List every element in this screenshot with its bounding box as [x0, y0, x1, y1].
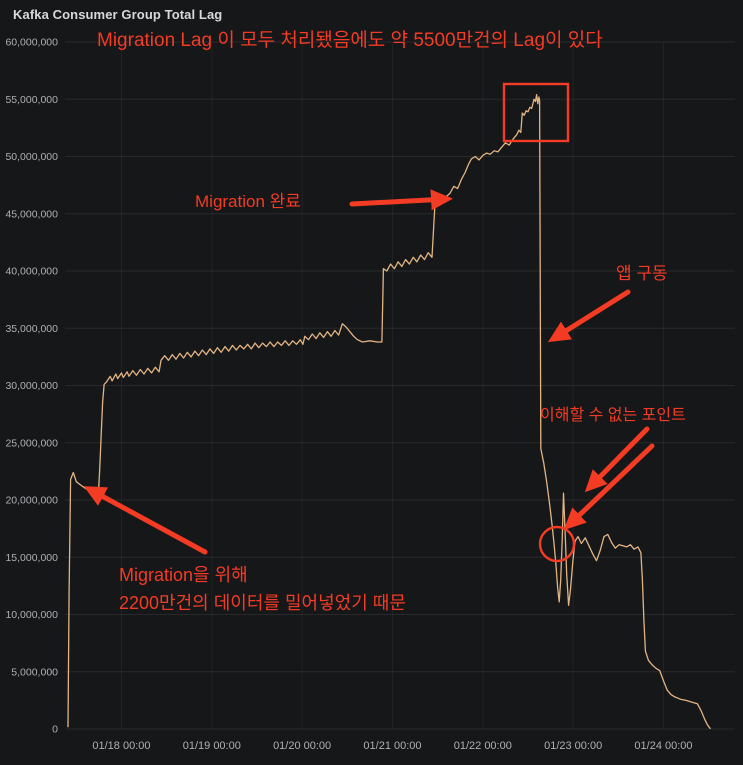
x-tick-label: 01/23 00:00: [544, 740, 602, 752]
y-tick-label: 20,000,000: [5, 495, 58, 507]
x-tick-label: 01/20 00:00: [273, 740, 331, 752]
y-tick-label: 45,000,000: [5, 208, 58, 220]
peak-highlight-box: [502, 82, 570, 143]
y-tick-label: 10,000,000: [5, 609, 58, 621]
annotation-arrow: [547, 289, 631, 343]
x-tick-label: 01/24 00:00: [634, 740, 692, 752]
y-tick-label: 60,000,000: [5, 37, 58, 49]
panel-title: Kafka Consumer Group Total Lag: [13, 7, 223, 22]
annotation-arrow: [349, 189, 453, 211]
y-tick-label: 30,000,000: [5, 380, 58, 392]
annotation-arrow: [83, 486, 208, 555]
y-tick-label: 25,000,000: [5, 437, 58, 449]
x-tick-label: 01/19 00:00: [183, 740, 241, 752]
y-tick-label: 50,000,000: [5, 151, 58, 163]
anomaly-highlight-circle: [538, 525, 576, 563]
annotation-arrow: [584, 426, 650, 493]
y-tick-label: 15,000,000: [5, 552, 58, 564]
annotation-arrow: [563, 443, 655, 531]
lag-series-line: [67, 94, 711, 730]
y-tick-label: 55,000,000: [5, 94, 58, 106]
x-tick-label: 01/18 00:00: [92, 740, 150, 752]
y-tick-label: 35,000,000: [5, 323, 58, 335]
x-tick-label: 01/22 00:00: [454, 740, 512, 752]
y-tick-label: 5,000,000: [11, 666, 58, 678]
y-tick-label: 0: [52, 724, 58, 736]
x-tick-label: 01/21 00:00: [363, 740, 421, 752]
y-tick-label: 40,000,000: [5, 266, 58, 278]
